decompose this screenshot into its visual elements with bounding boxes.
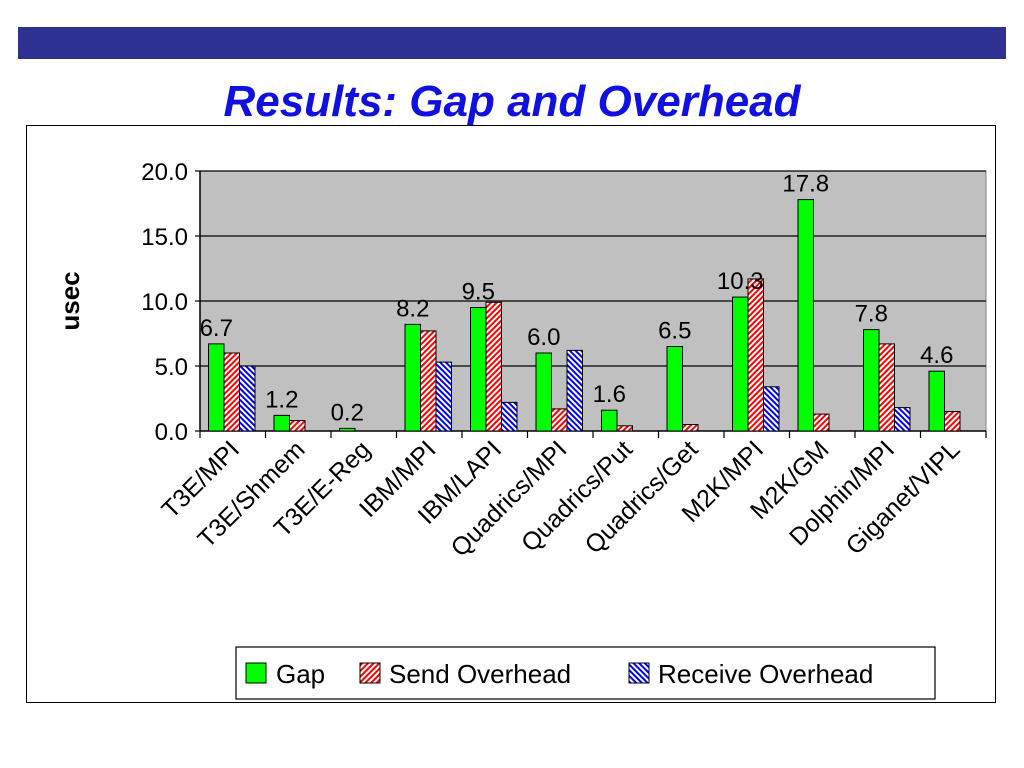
gap-bar: [339, 427, 356, 432]
gap-bar: [863, 329, 880, 432]
send-overhead-bar: [944, 411, 961, 432]
gap-bar: [404, 323, 421, 432]
gap-bar: [601, 409, 618, 432]
y-tick-label: 5.0: [155, 354, 188, 381]
y-tick-label: 20.0: [141, 159, 188, 186]
gap-bar: [273, 414, 290, 432]
send-overhead-bar: [420, 330, 437, 432]
data-label: 0.2: [331, 399, 364, 426]
gap-bar: [470, 307, 487, 432]
send-overhead-bar: [813, 413, 830, 432]
gap-bar: [208, 343, 225, 432]
send-overhead-bar: [616, 425, 633, 432]
data-label: 6.0: [527, 324, 560, 351]
receive-overhead-bar: [763, 386, 780, 432]
data-label: 1.2: [265, 386, 298, 413]
data-label: 7.8: [855, 301, 888, 328]
receive-overhead-bar: [239, 365, 256, 432]
data-label: 9.5: [462, 279, 495, 306]
chart-frame: 0.0 5.0 10.0 15.0 20.0 usec 6.7 T3E/MPI 1.2 T3E/S…: [26, 125, 996, 703]
receive-overhead-bar: [894, 407, 911, 432]
data-label: 8.2: [396, 295, 429, 322]
legend-label: Gap: [276, 659, 325, 689]
send-overhead-bar: [747, 278, 764, 432]
legend-label: Send Overhead: [389, 659, 571, 689]
send-overhead-bar: [223, 352, 240, 432]
data-label: 1.6: [593, 381, 626, 408]
y-tick-label: 10.0: [141, 289, 188, 316]
send-overhead-bar: [551, 408, 568, 432]
category-label: Quadrics/Get: [580, 435, 704, 559]
legend-swatch-receive-overhead: [628, 662, 650, 684]
gap-bar: [928, 370, 945, 432]
legend-label: Receive Overhead: [658, 659, 873, 689]
gap-bar: [666, 346, 683, 432]
y-tick-label: 0.0: [155, 419, 188, 446]
receive-overhead-bar: [566, 349, 583, 432]
receive-overhead-bar: [501, 401, 518, 432]
data-label: 4.6: [920, 342, 953, 369]
data-label: 10.3: [717, 268, 764, 295]
legend: [235, 646, 936, 700]
send-overhead-bar: [289, 420, 306, 432]
category-label: Giganet/VIPL: [841, 435, 966, 560]
receive-overhead-bar: [435, 361, 452, 432]
legend-swatch-send-overhead: [359, 662, 381, 684]
send-overhead-bar: [485, 301, 502, 432]
y-tick-label: 15.0: [141, 224, 188, 251]
gap-bar: [732, 296, 749, 432]
data-label: 6.5: [658, 318, 691, 345]
data-label: 17.8: [782, 171, 829, 198]
legend-swatch-gap: [245, 662, 267, 684]
slide-title: Results: Gap and Overhead: [223, 77, 801, 126]
gap-bar: [535, 352, 552, 432]
data-label: 6.7: [200, 315, 233, 342]
gap-bar: [797, 199, 814, 432]
y-axis-label: usec: [55, 271, 85, 330]
title-banner: [18, 27, 1006, 59]
send-overhead-bar: [682, 424, 699, 432]
send-overhead-bar: [878, 343, 895, 432]
